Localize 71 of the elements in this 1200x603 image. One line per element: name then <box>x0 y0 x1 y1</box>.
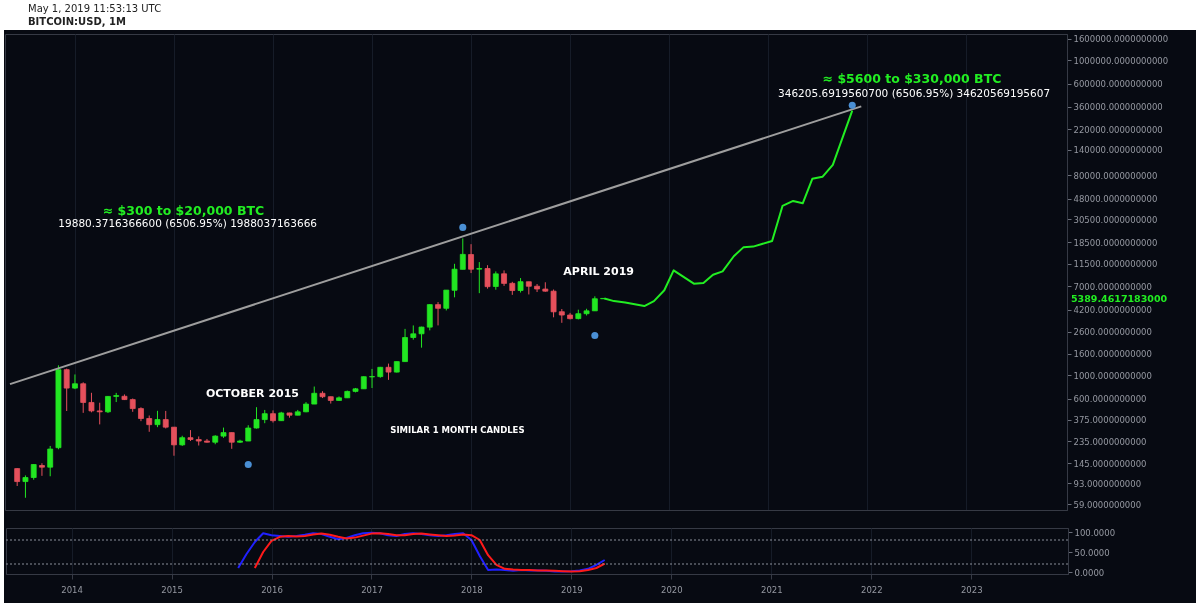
candlestick <box>39 462 45 477</box>
x-tick-label: 2019 <box>561 584 583 595</box>
y-tick-label: 11500.0000000000 <box>1073 259 1158 270</box>
point <box>244 460 252 469</box>
y-tick-label: 140000.0000000000 <box>1073 145 1163 156</box>
chart-subtitle: BITCOIN:USD, 1M <box>28 15 127 28</box>
candlestick <box>534 283 540 293</box>
annotation: OCTOBER 2015 <box>205 386 299 400</box>
x-tick-label: 2020 <box>661 584 683 595</box>
candlestick <box>96 402 103 425</box>
x-tick-label: 2023 <box>960 584 983 595</box>
y-tick-label: 0.0000 <box>1074 567 1105 578</box>
x-tick-label: 2021 <box>761 584 783 595</box>
y-tick-label: 30500.0000000000 <box>1073 214 1158 225</box>
chart-title: May 1, 2019 11:53:13 UTC <box>28 2 163 15</box>
candlestick <box>22 474 29 499</box>
candlestick <box>418 326 425 349</box>
candlestick <box>492 270 499 291</box>
y-tick-label: 1600000.0000000000 <box>1073 34 1169 45</box>
y-tick-label: 59.0000000000 <box>1073 499 1142 510</box>
candlestick <box>47 445 54 477</box>
candlestick <box>63 368 70 412</box>
y-tick-label: 80000.0000000000 <box>1073 170 1158 181</box>
annotation: 19880.3716366600 (6506.95%) 1988037163666 <box>58 217 318 230</box>
x-tick-label: 2017 <box>361 584 383 595</box>
y-tick-label: 220000.0000000000 <box>1073 124 1163 135</box>
y-tick-label: 375.0000000000 <box>1073 415 1147 426</box>
candlestick <box>476 261 483 294</box>
y-tick-label: 1000.0000000000 <box>1073 370 1152 381</box>
x-tick-label: 2014 <box>61 584 83 595</box>
annotation: ≈ $5600 to $330,000 BTC <box>822 70 1002 86</box>
candlestick <box>426 303 433 331</box>
y-tick-label: 600000.0000000000 <box>1073 79 1163 90</box>
candlestick <box>435 301 441 326</box>
y-tick-label: 7000.0000000000 <box>1073 282 1152 292</box>
y-tick-label: 100.0000 <box>1074 527 1116 538</box>
point <box>459 223 467 231</box>
candlestick <box>72 373 78 390</box>
annotation: ≈ $300 to $20,000 BTC <box>102 202 265 218</box>
y-tick-label: 1000000.0000000000 <box>1073 55 1169 66</box>
y-tick-label: 93.0000000000 <box>1073 479 1142 489</box>
candlestick <box>369 368 375 389</box>
candlestick <box>253 406 260 430</box>
y-tick-label: 1600.0000000000 <box>1073 349 1152 360</box>
candlestick <box>484 264 491 290</box>
point <box>848 101 856 109</box>
candlestick <box>80 381 87 414</box>
x-tick-label: 2016 <box>261 584 283 595</box>
candlestick <box>468 243 474 274</box>
text: 5389.4617183000 <box>1071 292 1168 304</box>
point <box>591 332 599 340</box>
x-tick-label: 2015 <box>161 584 183 595</box>
y-tick-label: 360000.0000000000 <box>1073 102 1163 113</box>
annotation: 346205.6919560700 (6506.95%) 34620569195607 <box>778 86 1051 99</box>
annotation: APRIL 2019 <box>563 265 634 278</box>
candlestick <box>171 426 177 457</box>
x-tick-label: 2018 <box>461 584 483 595</box>
y-tick-label: 48000.0000000000 <box>1073 194 1158 205</box>
annotation: SIMILAR 1 MONTH CANDLES <box>390 424 525 435</box>
y-tick-label: 18500.0000000000 <box>1073 237 1158 248</box>
y-tick-label: 50.0000 <box>1074 547 1110 558</box>
y-tick-label: 2600.0000000000 <box>1073 327 1152 338</box>
candlestick <box>451 263 458 298</box>
y-tick-label: 145.0000000000 <box>1073 458 1147 469</box>
candlestick <box>459 237 466 270</box>
y-tick-label: 600.0000000000 <box>1073 394 1147 404</box>
y-tick-label: 4200.0000000000 <box>1073 305 1152 316</box>
candlestick <box>443 289 450 311</box>
y-tick-label: 235.0000000000 <box>1073 436 1147 447</box>
x-tick-label: 2022 <box>860 584 883 595</box>
candlestick <box>550 289 557 318</box>
